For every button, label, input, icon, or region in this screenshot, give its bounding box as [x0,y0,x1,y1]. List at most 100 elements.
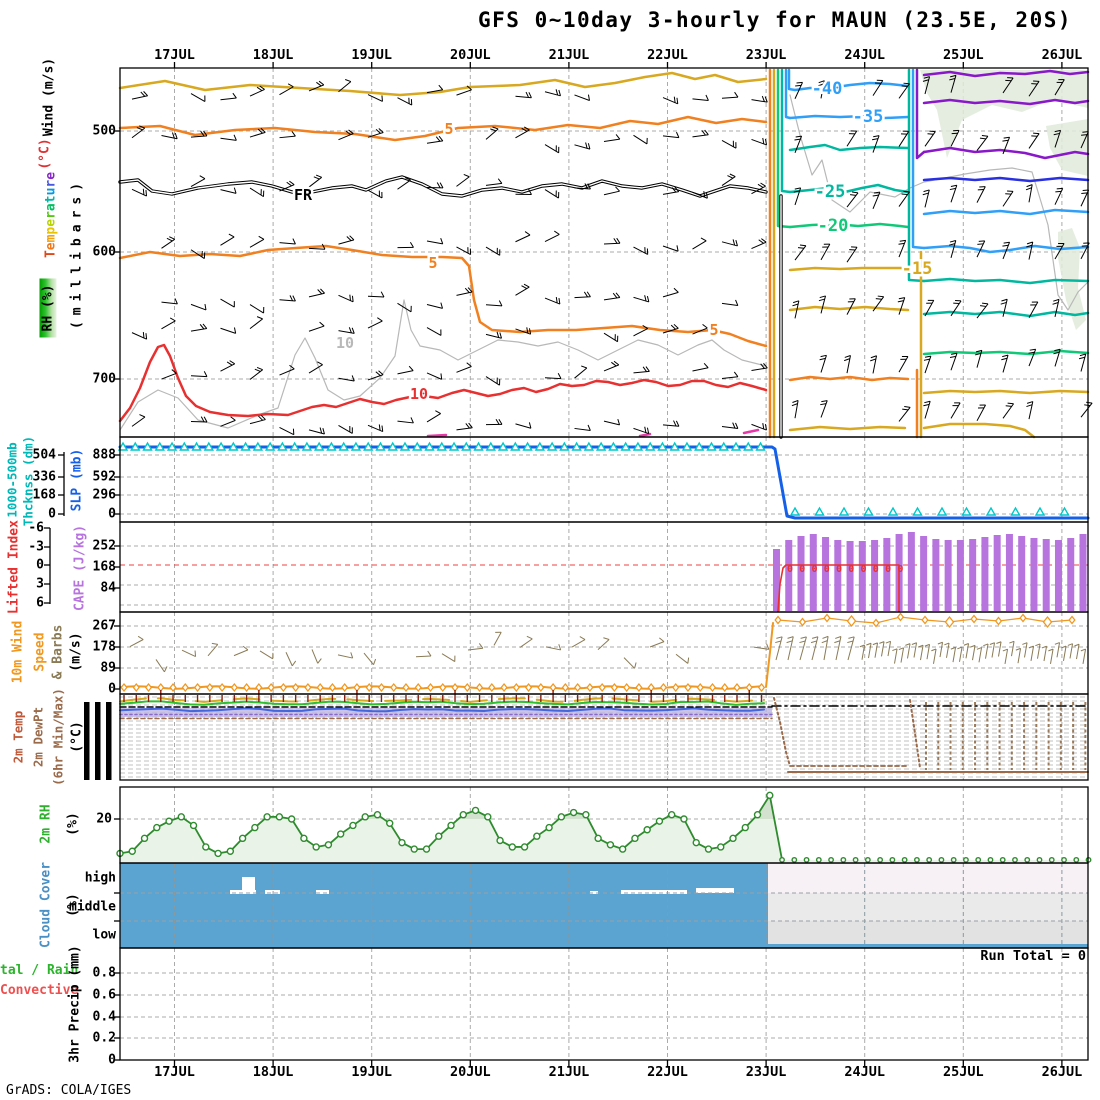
date-label-bottom: 24JUL [844,1064,886,1080]
date-label-bottom: 19JUL [351,1064,393,1080]
pressure-tick: 600 [92,244,116,260]
lifted-index-tick: 0 [36,557,44,573]
date-label-bottom: 26JUL [1041,1064,1083,1080]
temperature-letter: p [43,226,59,235]
thickness-tick: 168 [32,487,56,503]
contour-labels: -40 -35 -25 -20 -15 5 FR 5 5 10 10 [291,77,934,406]
axis-label-millibars: (millibars) [69,176,85,330]
upper-air-wind-barbs [131,74,1093,436]
svg-text:0: 0 [873,564,879,575]
date-label-top: 26JUL [1041,47,1083,63]
temperature-letter: t [43,195,59,204]
svg-text:0: 0 [799,564,805,575]
date-label-bottom: 18JUL [252,1064,294,1080]
axis-label-2m-temp: 2m Temp [10,710,26,764]
date-label-top: 21JUL [548,47,590,63]
rh-shading [920,70,1088,330]
axis-label-10m-wind: 10m Wind [10,620,26,684]
slp-thickness [117,441,1090,520]
panel-backgrounds [120,68,1088,1060]
slp-tick: 296 [92,487,116,503]
axis-label-cloud-cover: Cloud Cover [38,861,54,949]
thickness-tick: 504 [32,447,56,463]
rh2m [116,791,1092,863]
slp-tick: 0 [108,506,116,522]
svg-text:0: 0 [861,564,867,575]
axis-label-lifted-index: Lifted Index [6,520,22,614]
date-label-bottom: 21JUL [548,1064,590,1080]
legend-convective: Convective [0,983,79,998]
axis-label-ms: (m/s) [68,632,84,672]
lifted-index-tick: 6 [36,595,44,611]
axis-label-minmax: (6hr Min/Max) [50,688,66,786]
cape-tick: 252 [92,538,116,554]
date-label-top: 20JUL [449,47,491,63]
svg-text:0: 0 [812,564,818,575]
axis-label-rh-pct: (%) [65,812,81,836]
svg-text:5: 5 [709,321,718,339]
date-label-bottom: 20JUL [449,1064,491,1080]
svg-text:Run Total = 0: Run Total = 0 [980,948,1086,964]
svg-text:10: 10 [410,385,428,403]
svg-text:0: 0 [897,564,903,575]
svg-text:-25: -25 [815,182,846,202]
axis-label-thickness-1: 1000-500mb [4,442,20,518]
temp2m [119,690,1089,773]
cloud-level-tick: high [84,870,116,886]
temperature-letter: e [43,171,59,180]
svg-text:-35: -35 [853,107,884,127]
wind10m [119,612,1076,693]
axis-label-degc: (°C) [37,138,53,170]
precip-tick: 0.2 [92,1030,116,1046]
svg-text:0: 0 [787,564,793,575]
axis-label-2m-rh: 2m RH [38,804,54,844]
date-label-bottom: 25JUL [942,1064,984,1080]
slp-tick: 888 [92,447,116,463]
date-label-bottom: 23JUL [745,1064,787,1080]
cloud-level-tick: low [92,927,116,943]
temperature-letter: e [43,218,59,227]
upper-air-contours [118,68,1090,439]
pressure-tick: 500 [92,123,116,139]
svg-text:FR: FR [294,186,313,204]
date-label-top: 24JUL [844,47,886,63]
temperature-letter: r [43,179,59,188]
precip: Run Total = 0 [980,948,1086,964]
axis-label-temperature: Temperature [44,172,59,258]
svg-text:-40: -40 [812,79,843,99]
page-title: GFS 0~10day 3-hourly for MAUN (23.5E, 20… [478,8,1073,32]
axis-label-barbs: & Barbs [50,624,66,680]
svg-text:-20: -20 [818,216,849,236]
lifted-index-tick: -6 [28,520,44,536]
svg-text:0: 0 [885,564,891,575]
svg-text:0: 0 [836,564,842,575]
svg-text:0: 0 [848,564,854,575]
cape-tick: 168 [92,559,116,575]
date-label-top: 19JUL [351,47,393,63]
temperature-letter: e [43,242,59,251]
axis-label-slp: SLP (mb) [69,448,85,512]
date-label-top: 22JUL [647,47,688,63]
precip-tick: 0.8 [92,965,116,981]
axis-ticks [44,62,1063,1066]
svg-text:-15: -15 [902,259,933,279]
svg-text:0: 0 [824,564,830,575]
axis-label-rh: RH (%) [39,278,57,338]
precip-tick: 0.6 [92,987,116,1003]
wind-speed-tick: 178 [92,639,116,655]
temp2m-tick-blob [84,702,112,780]
temperature-letter: u [43,187,59,196]
wind-speed-tick: 89 [100,660,116,676]
axis-label-wind: Wind (m/s) [41,57,57,137]
cloud-level-tick: middle [69,899,116,915]
wind-speed-tick: 0 [108,681,116,697]
precip-tick: 0.4 [92,1009,116,1025]
date-label-bottom: 22JUL [647,1064,688,1080]
wind-speed-tick: 267 [92,618,116,634]
svg-text:5: 5 [444,120,453,138]
date-label-bottom: 17JUL [154,1064,195,1080]
date-label-top: 17JUL [154,47,195,63]
date-label-top: 25JUL [942,47,984,63]
